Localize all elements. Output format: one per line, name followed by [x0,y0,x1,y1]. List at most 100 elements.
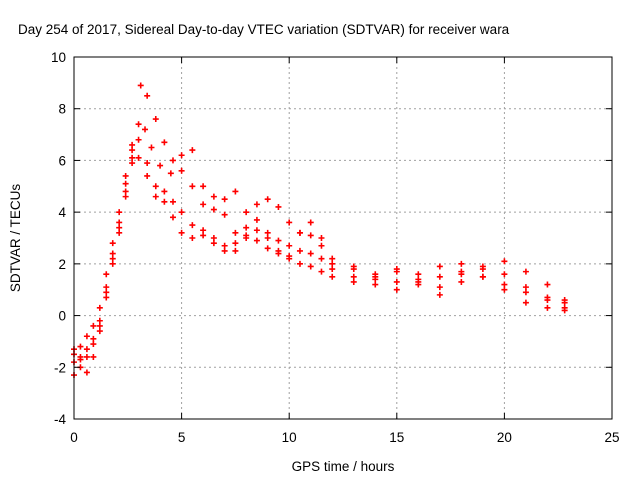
data-point [275,237,282,244]
data-point [275,250,282,257]
y-tick-label: 4 [58,205,66,220]
data-point [83,333,90,340]
chart-title: Day 254 of 2017, Sidereal Day-to-day VTE… [18,22,510,37]
data-point [350,278,357,285]
data-point [221,211,228,218]
data-point [116,229,123,236]
data-point [286,219,293,226]
data-point [129,141,136,148]
data-point [210,240,217,247]
data-point [544,281,551,288]
data-point [144,172,151,179]
data-point [561,307,568,314]
data-point [169,214,176,221]
data-point [178,167,185,174]
data-point [122,188,129,195]
data-point [83,346,90,353]
data-point [122,172,129,179]
data-point [286,253,293,260]
data-point [436,273,443,280]
data-point [329,255,336,262]
y-tick-label: 0 [58,309,66,324]
data-point [152,193,159,200]
data-point [286,242,293,249]
data-point [264,235,271,241]
data-points [71,82,568,379]
data-point [161,139,168,146]
data-point [243,209,250,216]
x-tick-label: 10 [282,430,297,445]
data-point [109,250,116,257]
data-point [415,281,422,288]
axis-ticks [73,56,613,420]
data-point [307,219,314,226]
data-point [501,286,508,293]
data-point [103,294,110,301]
axis-tick-labels: 0 5 10 15 20 25 -4 -2 0 2 4 6 8 10 [51,50,620,445]
data-point [544,294,551,301]
data-point [253,201,260,208]
data-point [135,154,142,161]
data-point [109,240,116,247]
data-point [253,237,260,244]
data-point [501,281,508,288]
data-point [318,242,325,249]
data-point [90,353,97,360]
data-point [189,183,196,190]
x-tick-label: 0 [70,430,78,445]
data-point [152,183,159,190]
data-point [200,201,207,208]
data-point [350,263,357,270]
y-tick-label: 2 [58,257,66,272]
data-point [129,160,136,167]
data-point [264,229,271,236]
data-point [122,180,129,187]
data-point [90,341,97,348]
data-point [135,136,142,143]
data-point [129,147,136,154]
data-point [393,286,400,293]
data-point [232,247,239,254]
y-axis-label: SDTVAR / TECUs [8,184,23,293]
y-tick-label: -2 [54,360,66,375]
series-track-3 [71,136,568,379]
data-point [544,304,551,311]
data-point [161,198,168,205]
data-point [307,250,314,257]
data-point [135,121,142,128]
y-tick-label: 6 [58,153,66,168]
data-point [561,297,568,304]
data-point [103,289,110,296]
data-point [243,224,250,231]
data-point [296,247,303,254]
data-point [189,222,196,229]
data-point [393,278,400,285]
data-point [90,322,97,329]
y-tick-label: -4 [54,412,66,427]
data-point [329,260,336,267]
data-point [393,266,400,273]
data-point [318,235,325,241]
data-point [350,273,357,280]
data-point [178,229,185,236]
data-point [77,343,84,350]
data-point [103,284,110,291]
series-track-4 [71,154,568,376]
data-point [144,160,151,167]
data-point [264,196,271,203]
data-point [501,258,508,265]
data-point [329,266,336,273]
data-point [189,235,196,241]
data-point [122,193,129,200]
grid-lines [74,57,612,419]
data-point [264,245,271,252]
data-point [161,188,168,195]
data-point [116,209,123,216]
data-point [90,335,97,342]
data-point [436,291,443,298]
data-point [243,232,250,239]
data-point [96,317,103,324]
data-point [137,82,144,89]
data-point [372,276,379,283]
